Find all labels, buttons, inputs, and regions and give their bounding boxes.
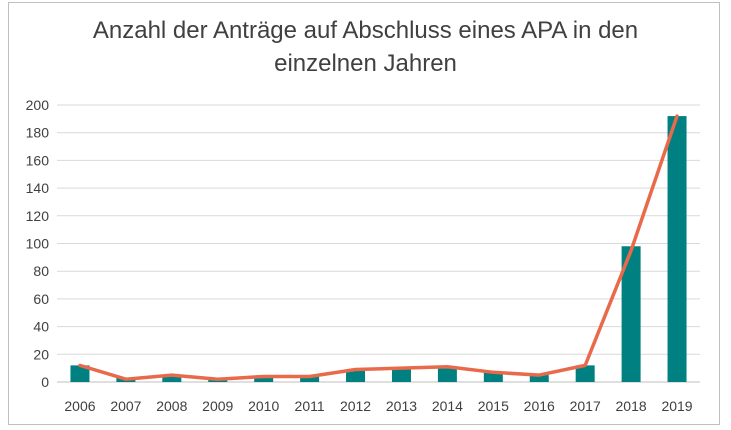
bar-2018 bbox=[621, 246, 641, 382]
y-axis-ticks: 0 20 40 60 80 100 120 140 160 180 200 bbox=[26, 97, 50, 390]
line-path bbox=[78, 114, 679, 381]
x-tick-label-2009: 2009 bbox=[202, 398, 233, 414]
y-tick-label-200: 200 bbox=[26, 97, 50, 113]
y-tick-label-180: 180 bbox=[26, 125, 50, 141]
x-axis-ticks: 2006 2007 2008 2009 2010 2011 2012 2013 2014 2015… bbox=[64, 398, 692, 414]
y-tick-label-160: 160 bbox=[26, 152, 50, 168]
y-tick-label-100: 100 bbox=[26, 236, 50, 252]
x-tick-label-2015: 2015 bbox=[478, 398, 509, 414]
gridlines bbox=[57, 104, 700, 383]
chart-title: Anzahl der Anträge auf Abschluss eines A… bbox=[0, 14, 731, 80]
bar-2012 bbox=[346, 369, 366, 382]
y-tick-label-40: 40 bbox=[33, 319, 49, 335]
y-tick-label-0: 0 bbox=[41, 374, 49, 390]
line-series bbox=[78, 114, 679, 381]
bar-2017 bbox=[575, 365, 595, 382]
chart-title-line-1: Anzahl der Anträge auf Abschluss eines A… bbox=[92, 17, 639, 44]
bar-2013 bbox=[391, 368, 411, 382]
bar-2016 bbox=[529, 375, 549, 382]
x-tick-label-2019: 2019 bbox=[661, 398, 692, 414]
bar-2019 bbox=[667, 116, 687, 382]
bar-2006 bbox=[70, 365, 90, 382]
x-tick-label-2018: 2018 bbox=[616, 398, 647, 414]
x-tick-label-2012: 2012 bbox=[340, 398, 371, 414]
bar-2010 bbox=[254, 376, 274, 382]
x-tick-label-2016: 2016 bbox=[524, 398, 555, 414]
x-tick-label-2017: 2017 bbox=[570, 398, 601, 414]
y-tick-label-120: 120 bbox=[26, 208, 50, 224]
bar-2011 bbox=[300, 376, 320, 382]
x-tick-label-2014: 2014 bbox=[432, 398, 463, 414]
y-tick-label-60: 60 bbox=[33, 291, 49, 307]
bar-2015 bbox=[483, 372, 503, 382]
chart-title-line-2: einzelnen Jahren bbox=[274, 50, 457, 77]
y-tick-label-80: 80 bbox=[33, 263, 49, 279]
bar-2014 bbox=[437, 366, 457, 382]
y-tick-label-20: 20 bbox=[33, 346, 49, 362]
bar-series bbox=[70, 116, 687, 382]
y-tick-label-140: 140 bbox=[26, 180, 50, 196]
x-tick-label-2006: 2006 bbox=[64, 398, 95, 414]
x-tick-label-2013: 2013 bbox=[386, 398, 417, 414]
x-tick-label-2008: 2008 bbox=[156, 398, 187, 414]
x-tick-label-2011: 2011 bbox=[295, 398, 325, 414]
x-tick-label-2010: 2010 bbox=[248, 398, 279, 414]
bar-2008 bbox=[162, 375, 182, 382]
x-tick-label-2007: 2007 bbox=[110, 398, 141, 414]
